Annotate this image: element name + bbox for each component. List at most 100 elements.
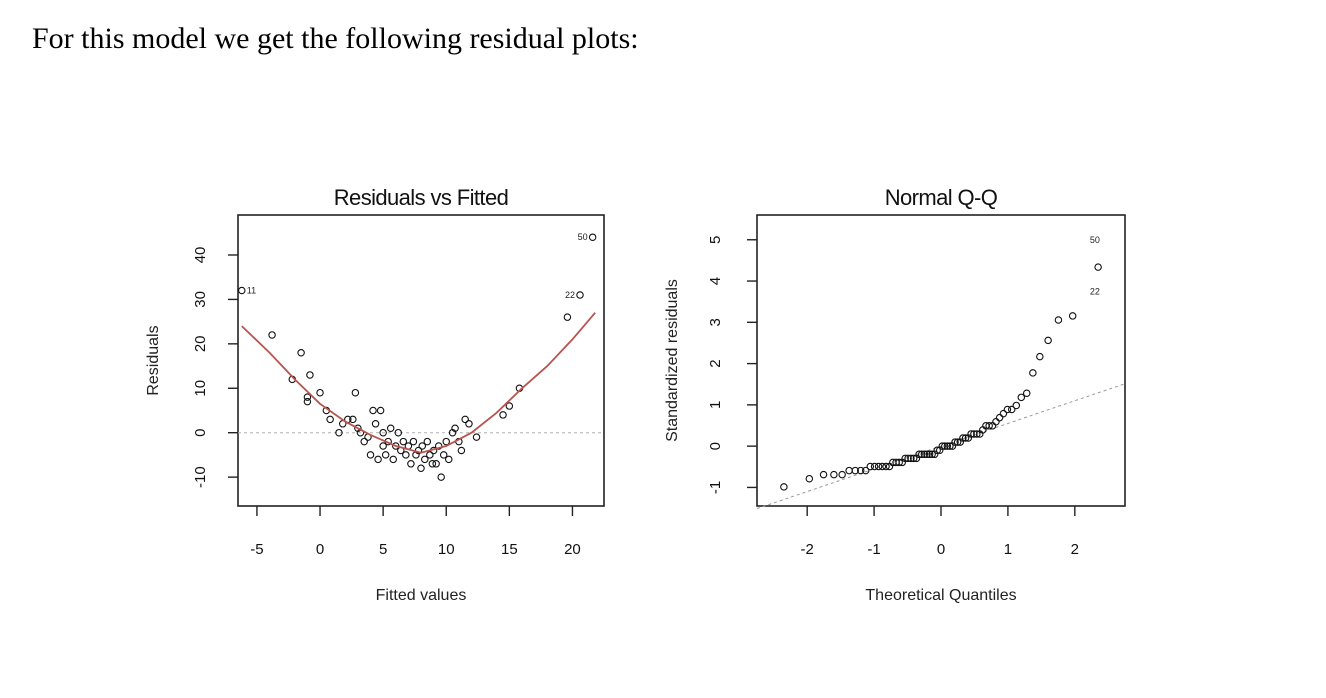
- qq-point: [1036, 352, 1044, 361]
- qq-point: [943, 442, 952, 450]
- data-point: [432, 460, 440, 468]
- y-axis-label: Residuals: [145, 325, 162, 395]
- data-point: [389, 455, 397, 464]
- chart-title: Normal Q-Q: [885, 185, 998, 210]
- qq-point: [1044, 336, 1052, 345]
- data-point: [457, 446, 466, 455]
- data-point: [374, 455, 382, 464]
- data-point: [351, 388, 360, 397]
- data-point: [418, 442, 427, 450]
- y-axis-label: Standardized residuals: [664, 279, 681, 442]
- qq-point: [933, 446, 941, 454]
- plot-frame: [237, 214, 605, 507]
- y-tick-label: 30: [192, 291, 209, 308]
- x-tick-label: -2: [801, 541, 814, 558]
- data-point: [437, 473, 445, 481]
- y-tick-label: 2: [707, 359, 724, 367]
- point-annotation: 22: [1090, 286, 1100, 296]
- y-tick-label: 1: [707, 401, 724, 409]
- data-point: [421, 455, 429, 464]
- x-axis-label: Fitted values: [376, 587, 467, 604]
- qq-point: [819, 470, 828, 479]
- data-point: [588, 233, 597, 241]
- qq-point: [995, 413, 1004, 422]
- qq-point: [1007, 405, 1016, 414]
- qq-point: [928, 450, 936, 459]
- qq-point: [915, 450, 923, 459]
- x-tick-label: 2: [1071, 541, 1079, 558]
- qq-point: [920, 450, 929, 459]
- data-point: [326, 415, 334, 424]
- data-point: [461, 415, 469, 424]
- data-point: [379, 442, 387, 450]
- data-point: [399, 437, 408, 446]
- qq-point: [953, 438, 962, 446]
- x-tick-label: 20: [564, 541, 581, 558]
- point-annotation: 50: [578, 232, 588, 242]
- data-point: [472, 433, 481, 441]
- data-point: [297, 348, 305, 357]
- qq-point: [838, 470, 846, 479]
- data-point: [426, 451, 434, 459]
- data-point: [303, 393, 312, 401]
- qq-point: [904, 454, 912, 463]
- qq-point: [973, 430, 981, 438]
- qq-point: [1094, 263, 1102, 271]
- intro-text: For this model we get the following resi…: [32, 22, 639, 55]
- qq-point: [901, 454, 909, 463]
- data-point: [306, 371, 314, 379]
- qq-point: [830, 470, 838, 479]
- data-point: [394, 428, 403, 437]
- x-tick-label: 0: [937, 541, 945, 558]
- qq-point: [1029, 369, 1037, 377]
- data-point: [409, 437, 418, 446]
- data-point: [402, 451, 410, 459]
- y-tick-label: -10: [192, 466, 209, 488]
- qq-point: [1054, 316, 1063, 324]
- data-point: [451, 424, 459, 433]
- y-tick-label: 3: [707, 318, 724, 326]
- data-point: [439, 451, 448, 459]
- qq-point: [870, 462, 879, 471]
- data-point: [563, 313, 572, 321]
- data-point: [360, 437, 368, 446]
- qq-point: [909, 454, 918, 463]
- qq-point: [992, 417, 1000, 426]
- data-point: [423, 437, 432, 446]
- qq-point: [959, 434, 967, 442]
- qq-point: [856, 466, 865, 475]
- qq-point: [985, 422, 993, 430]
- data-point: [303, 397, 312, 406]
- y-tick-label: 5: [707, 236, 724, 244]
- qq-point: [851, 466, 860, 475]
- qq-point: [938, 442, 947, 450]
- smooth-line: [241, 312, 596, 454]
- y-tick-label: 0: [192, 429, 209, 437]
- point-annotation: 11: [247, 286, 256, 296]
- point-annotation: 22: [565, 290, 575, 300]
- data-point: [499, 411, 507, 419]
- data-point: [445, 455, 453, 464]
- qq-point: [951, 438, 959, 446]
- point-annotation: 50: [1090, 235, 1100, 245]
- x-tick-label: 0: [316, 541, 324, 558]
- data-point: [238, 286, 246, 295]
- y-tick-label: -1: [707, 481, 724, 494]
- x-tick-label: -1: [867, 541, 880, 558]
- data-point: [434, 442, 443, 450]
- x-tick-label: 1: [1004, 541, 1012, 558]
- chart-panel-2: Normal Q-Q -2 -1 0 1 2 -1 0 1 2 3 4 5 Theoretical Qua…: [664, 185, 1126, 604]
- qq-point: [895, 458, 903, 467]
- qq-point: [1003, 405, 1012, 414]
- qq-point: [961, 434, 970, 442]
- qq-reference-line: [756, 383, 1126, 510]
- y-tick-label: 40: [192, 247, 209, 264]
- qq-point: [780, 483, 788, 491]
- y-tick-label: 0: [707, 442, 724, 450]
- x-tick-label: 15: [501, 541, 518, 558]
- qq-point: [1022, 389, 1031, 397]
- data-point: [442, 437, 450, 446]
- data-point: [505, 402, 514, 410]
- x-tick-label: 5: [379, 541, 387, 558]
- qq-point: [866, 462, 875, 471]
